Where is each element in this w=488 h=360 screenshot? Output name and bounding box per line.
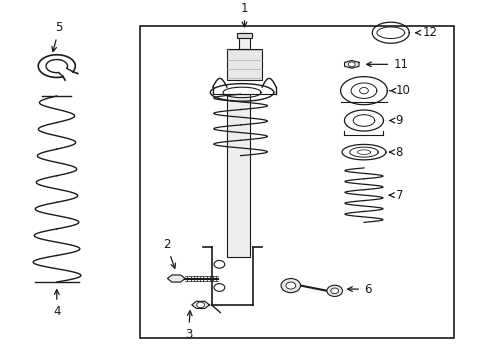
Polygon shape xyxy=(167,275,184,282)
Circle shape xyxy=(214,284,224,291)
Bar xyxy=(226,49,262,80)
Circle shape xyxy=(285,282,295,289)
Circle shape xyxy=(359,87,367,94)
Text: 6: 6 xyxy=(347,283,371,296)
Text: 4: 4 xyxy=(53,290,61,318)
Text: 11: 11 xyxy=(366,58,407,71)
Text: 8: 8 xyxy=(389,146,402,159)
Bar xyxy=(237,33,251,38)
Bar xyxy=(140,26,453,338)
Text: 1: 1 xyxy=(240,2,248,27)
Text: 7: 7 xyxy=(388,189,402,202)
Polygon shape xyxy=(344,60,358,68)
Text: 12: 12 xyxy=(415,26,437,39)
Circle shape xyxy=(347,62,354,67)
Circle shape xyxy=(196,302,204,308)
Bar xyxy=(226,94,250,257)
Circle shape xyxy=(214,260,224,268)
Circle shape xyxy=(330,288,338,294)
Text: 10: 10 xyxy=(389,84,410,97)
Circle shape xyxy=(281,279,300,293)
Text: 9: 9 xyxy=(389,114,402,127)
Polygon shape xyxy=(191,301,209,309)
Circle shape xyxy=(326,285,342,296)
Bar xyxy=(239,33,249,49)
Text: 2: 2 xyxy=(163,238,175,268)
Text: 3: 3 xyxy=(184,311,192,341)
Text: 5: 5 xyxy=(52,22,63,51)
